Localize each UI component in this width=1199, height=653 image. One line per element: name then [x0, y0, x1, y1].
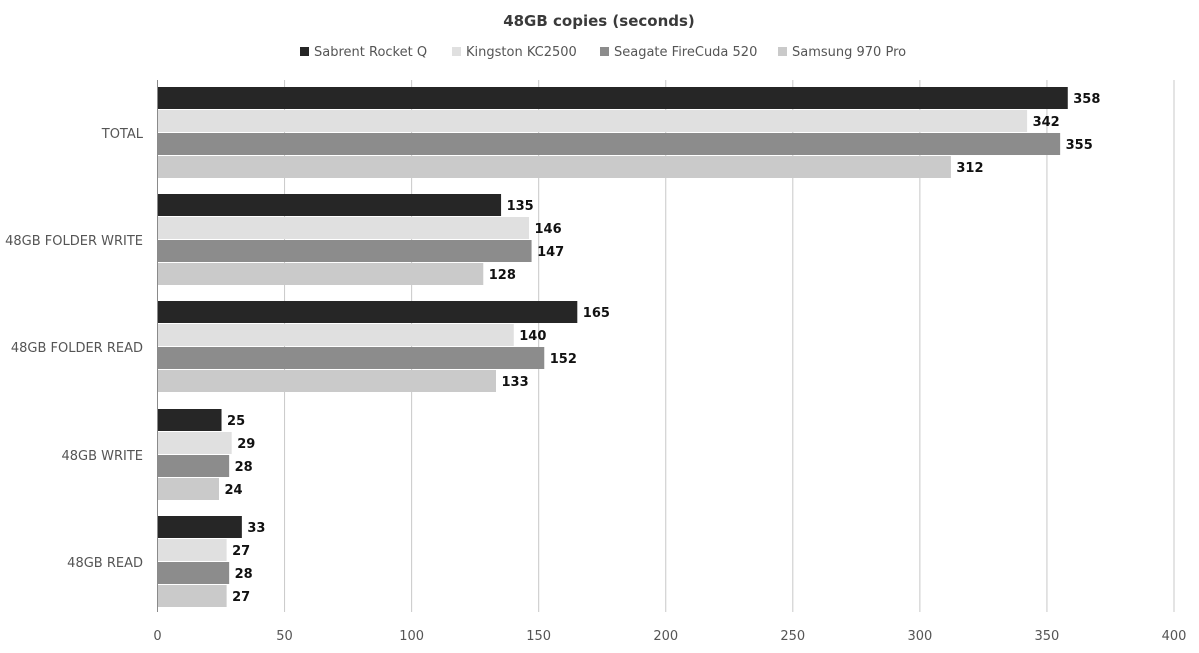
bar	[158, 217, 530, 239]
legend-entry: Kingston KC2500	[466, 45, 577, 60]
bar	[158, 263, 484, 285]
data-label: 27	[232, 590, 250, 605]
bar	[158, 133, 1061, 155]
legend-entry: Seagate FireCuda 520	[614, 45, 757, 60]
category-labels: TOTAL 48GB FOLDER WRITE 48GB FOLDER READ 48…	[5, 127, 144, 571]
bar	[158, 156, 951, 178]
data-label: 135	[507, 199, 534, 214]
bar	[158, 370, 496, 392]
data-label: 25	[227, 414, 245, 429]
data-label: 140	[519, 329, 546, 344]
bar	[158, 409, 222, 431]
x-tick-labels: 0 50 100 150 200 250 300 350 400	[153, 629, 1186, 644]
bar	[158, 432, 232, 454]
x-tick-label: 300	[907, 629, 932, 644]
data-label: 28	[235, 567, 253, 582]
data-label: 133	[501, 375, 528, 390]
x-tick-label: 200	[653, 629, 678, 644]
bar	[158, 324, 514, 346]
data-label: 152	[550, 352, 577, 367]
data-label: 128	[489, 268, 516, 283]
bar	[158, 539, 227, 561]
x-tick-label: 400	[1162, 629, 1187, 644]
data-label: 27	[232, 544, 250, 559]
x-tick-label: 0	[153, 629, 161, 644]
bar	[158, 585, 227, 607]
bar	[158, 455, 230, 477]
category-label: 48GB READ	[67, 556, 143, 571]
bar	[158, 562, 230, 584]
bar	[158, 87, 1068, 109]
data-label: 28	[235, 460, 253, 475]
bar	[158, 516, 242, 538]
chart-title: 48GB copies (seconds)	[503, 12, 695, 30]
legend: Sabrent Rocket Q Kingston KC2500 Seagate F…	[300, 45, 906, 60]
x-tick-label: 50	[276, 629, 293, 644]
data-label: 147	[537, 245, 564, 260]
bar	[158, 110, 1028, 132]
bar	[158, 347, 545, 369]
data-label: 165	[583, 306, 610, 321]
x-tick-label: 250	[780, 629, 805, 644]
x-tick-label: 150	[526, 629, 551, 644]
legend-entry: Sabrent Rocket Q	[314, 45, 427, 60]
bar	[158, 478, 219, 500]
data-label: 358	[1073, 92, 1100, 107]
data-label: 355	[1066, 138, 1093, 153]
data-label: 342	[1033, 115, 1060, 130]
data-label: 33	[247, 521, 265, 536]
data-label: 146	[535, 222, 562, 237]
bar	[158, 301, 578, 323]
x-tick-label: 350	[1035, 629, 1060, 644]
legend-swatch	[600, 47, 609, 56]
bar	[158, 240, 532, 262]
data-label: 29	[237, 437, 255, 452]
legend-swatch	[300, 47, 309, 56]
category-label: 48GB FOLDER READ	[11, 341, 143, 356]
bars	[158, 87, 1068, 607]
category-label: 48GB WRITE	[61, 449, 143, 464]
bar	[158, 194, 502, 216]
x-tick-label: 100	[399, 629, 424, 644]
legend-swatch	[452, 47, 461, 56]
data-label: 312	[956, 161, 983, 176]
data-label: 24	[224, 483, 242, 498]
legend-swatch	[778, 47, 787, 56]
category-label: TOTAL	[101, 127, 144, 142]
category-label: 48GB FOLDER WRITE	[5, 234, 143, 249]
legend-entry: Samsung 970 Pro	[792, 45, 906, 60]
